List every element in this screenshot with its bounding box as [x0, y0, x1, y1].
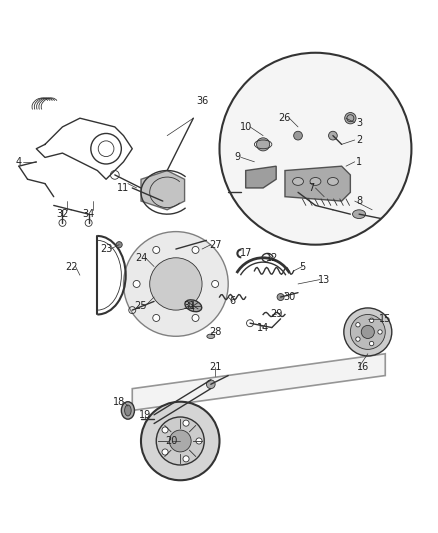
Ellipse shape	[352, 210, 365, 219]
Text: 6: 6	[229, 296, 235, 306]
Polygon shape	[132, 354, 385, 410]
Text: 36: 36	[195, 96, 208, 106]
Text: 23: 23	[100, 244, 112, 254]
Circle shape	[211, 280, 218, 287]
Circle shape	[123, 232, 228, 336]
Circle shape	[219, 53, 410, 245]
Circle shape	[183, 420, 189, 426]
Text: 17: 17	[239, 248, 251, 259]
Circle shape	[191, 314, 198, 321]
Ellipse shape	[327, 177, 338, 185]
Circle shape	[344, 112, 355, 124]
Circle shape	[195, 438, 201, 444]
Text: 22: 22	[65, 262, 77, 271]
Text: 5: 5	[299, 262, 305, 271]
Circle shape	[133, 280, 140, 287]
Circle shape	[355, 337, 359, 341]
Circle shape	[169, 430, 191, 452]
Text: 4: 4	[16, 157, 22, 167]
Circle shape	[368, 318, 373, 322]
Text: 11: 11	[117, 183, 129, 193]
Text: 34: 34	[82, 209, 95, 219]
Text: 15: 15	[378, 314, 391, 324]
Text: 7: 7	[307, 183, 314, 193]
Text: 10: 10	[239, 122, 251, 132]
Circle shape	[206, 380, 215, 389]
Text: 9: 9	[233, 152, 240, 163]
Text: 12: 12	[265, 253, 277, 263]
Circle shape	[343, 308, 391, 356]
Text: 2: 2	[355, 135, 361, 145]
Ellipse shape	[184, 300, 201, 312]
Circle shape	[149, 258, 201, 310]
Circle shape	[183, 456, 189, 462]
Circle shape	[276, 294, 283, 301]
Ellipse shape	[309, 177, 320, 185]
Circle shape	[152, 246, 159, 253]
Polygon shape	[284, 166, 350, 201]
Text: 32: 32	[56, 209, 68, 219]
Circle shape	[360, 325, 374, 338]
Text: 18: 18	[113, 397, 125, 407]
Text: 30: 30	[283, 292, 295, 302]
Text: 26: 26	[278, 113, 290, 123]
Ellipse shape	[206, 334, 214, 338]
Circle shape	[350, 314, 385, 350]
Text: 28: 28	[208, 327, 221, 337]
Circle shape	[377, 330, 381, 334]
Ellipse shape	[121, 402, 134, 419]
Text: 8: 8	[355, 196, 361, 206]
Circle shape	[191, 246, 198, 253]
Text: 25: 25	[134, 301, 147, 311]
Circle shape	[293, 131, 302, 140]
Circle shape	[141, 402, 219, 480]
Circle shape	[328, 131, 336, 140]
Ellipse shape	[124, 405, 131, 416]
Text: 24: 24	[134, 253, 147, 263]
Text: 14: 14	[256, 322, 268, 333]
Text: 1: 1	[355, 157, 361, 167]
Text: 16: 16	[357, 362, 369, 372]
Text: 3: 3	[355, 118, 361, 127]
Text: 29: 29	[269, 310, 282, 319]
Circle shape	[368, 341, 373, 346]
Circle shape	[162, 449, 168, 455]
Circle shape	[152, 314, 159, 321]
Circle shape	[116, 241, 122, 248]
Text: 13: 13	[318, 274, 329, 285]
Circle shape	[162, 427, 168, 433]
Text: 21: 21	[208, 362, 221, 372]
Text: 31: 31	[182, 301, 194, 311]
Circle shape	[256, 138, 269, 151]
Text: 19: 19	[139, 410, 151, 420]
Text: 20: 20	[165, 436, 177, 446]
Circle shape	[156, 417, 204, 465]
Text: 27: 27	[208, 240, 221, 249]
Ellipse shape	[292, 177, 303, 185]
Circle shape	[355, 322, 359, 327]
Polygon shape	[245, 166, 276, 188]
Polygon shape	[141, 171, 184, 210]
